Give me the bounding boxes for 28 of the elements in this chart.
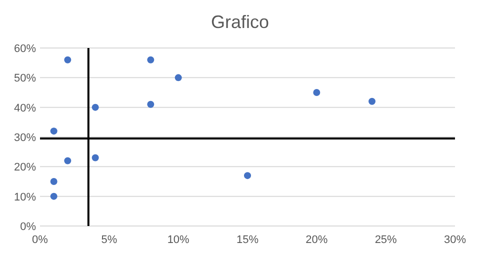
- x-tick-label: 5%: [101, 234, 118, 246]
- y-tick-label: 20%: [14, 162, 36, 174]
- x-tick-label: 20%: [306, 234, 328, 246]
- point: [64, 157, 72, 164]
- point: [50, 192, 58, 200]
- y-tick-label: 60%: [14, 43, 36, 55]
- point: [92, 154, 99, 162]
- y-tick-label: 30%: [14, 132, 36, 144]
- y-tick-label: 0%: [20, 221, 36, 233]
- point: [50, 128, 58, 135]
- point: [174, 74, 182, 82]
- x-tick-label: 0%: [32, 234, 48, 246]
- point: [50, 178, 58, 185]
- y-tick-label: 50%: [14, 72, 36, 85]
- point: [92, 104, 99, 111]
- x-tick-label: 15%: [236, 234, 259, 246]
- x-tick-label: 25%: [374, 234, 398, 246]
- y-tick-label: 10%: [14, 191, 36, 204]
- point: [368, 98, 376, 105]
- point: [147, 56, 154, 64]
- y-tick-label: 40%: [14, 102, 36, 114]
- chart-title: Grafico: [210, 12, 270, 32]
- point: [244, 172, 251, 180]
- x-tick-label: 30%: [444, 234, 466, 246]
- point: [313, 89, 320, 96]
- point: [147, 100, 154, 108]
- point: [64, 56, 72, 64]
- x-tick-label: 10%: [167, 234, 190, 246]
